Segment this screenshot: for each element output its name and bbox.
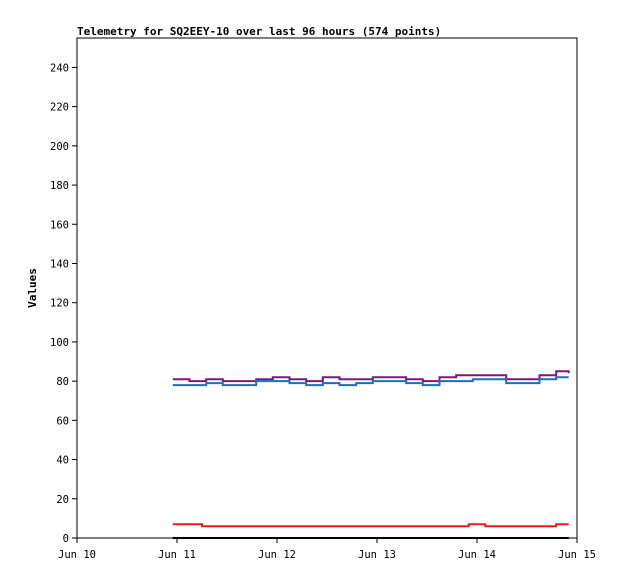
y-tick-label: 200 — [50, 141, 69, 153]
y-tick-label: 160 — [50, 219, 69, 231]
y-tick-label: 120 — [50, 298, 69, 310]
series-layer — [172, 370, 570, 539]
chart-title: Telemetry for SQ2EEY-10 over last 96 hou… — [77, 25, 441, 38]
plot-area — [76, 37, 578, 539]
y-axis-label: Values — [26, 268, 39, 308]
x-tick-label: Jun 14 — [458, 549, 496, 561]
x-tick-label: Jun 12 — [258, 549, 296, 561]
x-axis: Jun 10 Jun 11 Jun 12 Jun 13 Jun 14 Jun 15 — [58, 538, 596, 561]
y-tick-label: 140 — [50, 258, 69, 270]
x-tick-label: Jun 10 — [58, 549, 96, 561]
y-tick-label: 0 — [63, 533, 69, 545]
y-tick-label: 80 — [56, 376, 69, 388]
y-tick-label: 20 — [56, 494, 69, 506]
y-tick-label: 60 — [56, 415, 69, 427]
y-tick-label: 100 — [50, 337, 69, 349]
series-line-2 — [172, 376, 569, 387]
x-tick-label: Jun 15 — [558, 549, 596, 561]
y-tick-label: 240 — [50, 62, 69, 74]
y-axis: 0 20 40 60 80 100 120 140 160 180 200 220 240 — [50, 62, 77, 545]
x-tick-label: Jun 11 — [158, 549, 196, 561]
y-tick-label: 40 — [56, 455, 69, 467]
y-tick-label: 180 — [50, 180, 69, 192]
x-tick-label: Jun 13 — [358, 549, 396, 561]
series-line-3 — [172, 523, 569, 528]
y-tick-label: 220 — [50, 102, 69, 114]
